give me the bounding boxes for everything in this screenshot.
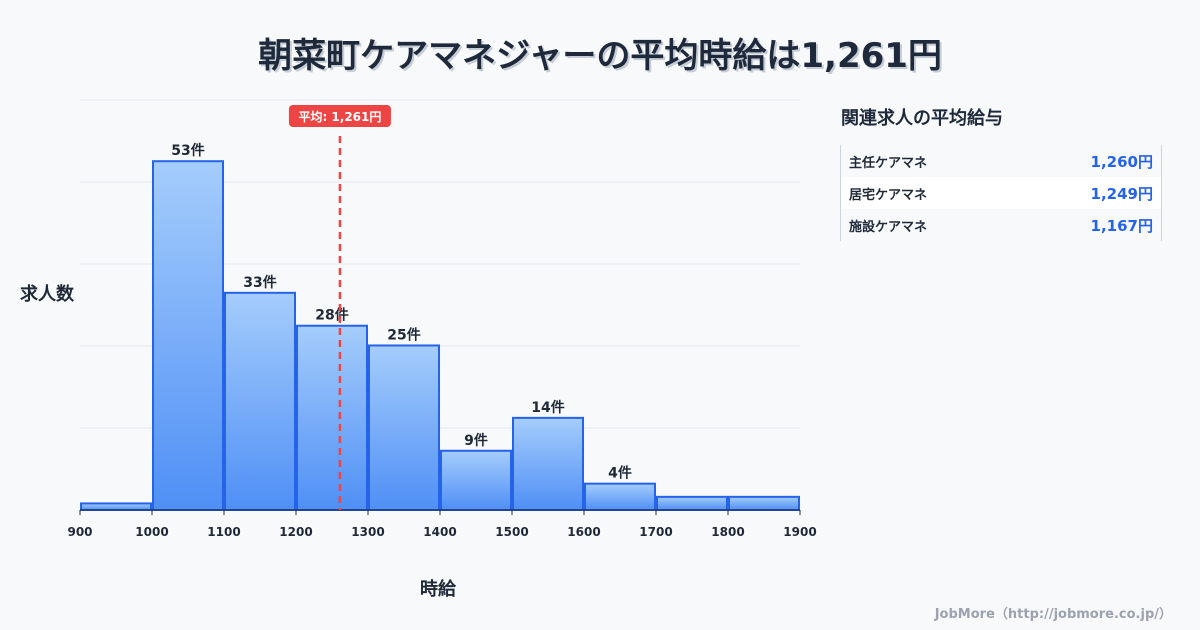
histogram-bar: [224, 291, 296, 511]
related-list: 主任ケアマネ 1,260円 居宅ケアマネ 1,249円 施設ケアマネ 1,167円: [840, 145, 1162, 241]
related-value: 1,167円: [1090, 216, 1153, 235]
related-value: 1,260円: [1090, 152, 1153, 171]
x-tick-label: 1300: [351, 525, 384, 539]
related-item: 主任ケアマネ 1,260円: [841, 145, 1161, 177]
histogram-bar: [152, 160, 224, 511]
bar-data-label: 9件: [464, 432, 488, 449]
x-tick-label: 1600: [567, 525, 600, 539]
histogram-bar: [368, 344, 440, 511]
histogram-bar: [80, 502, 152, 512]
related-item: 居宅ケアマネ 1,249円: [841, 177, 1161, 209]
bar-data-label: 53件: [171, 142, 204, 159]
related-value: 1,249円: [1090, 184, 1153, 203]
x-tick-label: 1800: [711, 525, 744, 539]
related-item: 施設ケアマネ 1,167円: [841, 209, 1161, 241]
x-tick-label: 900: [67, 525, 92, 539]
related-name: 主任ケアマネ: [849, 155, 928, 171]
histogram-bar: [656, 495, 728, 512]
x-tick-label: 1100: [207, 525, 240, 539]
bar-data-label: 25件: [387, 326, 420, 343]
histogram-bar: [728, 495, 800, 512]
bar-data-label: 4件: [608, 465, 632, 482]
x-axis-label: 時給: [420, 579, 456, 600]
x-tick-label: 1500: [495, 525, 528, 539]
bar-data-label: 14件: [531, 399, 564, 416]
x-tick-label: 1900: [783, 525, 816, 539]
x-tick-label: 1000: [135, 525, 168, 539]
mean-label: 平均: 1,261円: [298, 109, 381, 124]
x-tick-label: 1400: [423, 525, 456, 539]
related-name: 居宅ケアマネ: [849, 187, 928, 203]
histogram-bar: [440, 449, 512, 512]
related-title: 関連求人の平均給与: [841, 108, 1003, 129]
mean-badge: [288, 105, 391, 127]
page-title: 朝菜町ケアマネジャーの平均時給は1,261円: [258, 36, 942, 76]
histogram-bar: [512, 416, 584, 512]
bar-data-label: 33件: [243, 274, 276, 291]
histogram-bar: [584, 482, 656, 511]
x-tick-label: 1700: [639, 525, 672, 539]
related-name: 施設ケアマネ: [849, 219, 928, 235]
x-tick-label: 1200: [279, 525, 312, 539]
y-axis-label: 求人数: [20, 284, 74, 305]
footer-credit[interactable]: JobMore（http://jobmore.co.jp/）: [934, 607, 1172, 622]
bar-data-label: 28件: [315, 307, 348, 324]
histogram-bar: [296, 324, 368, 512]
